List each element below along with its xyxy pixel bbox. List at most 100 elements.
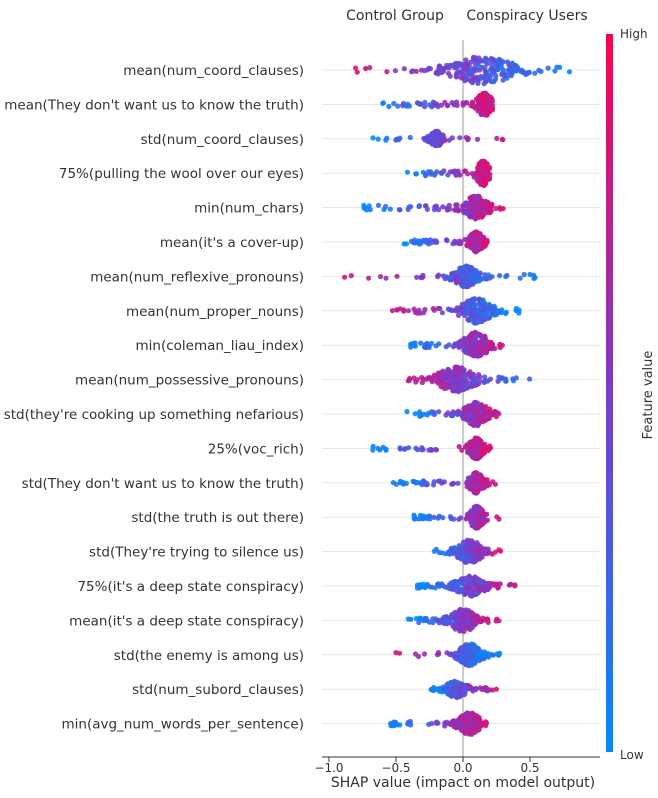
shap-point <box>453 202 459 208</box>
shap-point <box>447 585 453 592</box>
x-axis-ticks: −1.0 −0.5 0.0 0.5 <box>314 757 540 775</box>
shap-point <box>484 238 490 244</box>
shap-point <box>499 136 505 142</box>
shap-point <box>468 577 474 583</box>
shap-point <box>481 102 487 108</box>
shap-point <box>468 729 474 735</box>
shap-point <box>412 411 418 417</box>
shap-point <box>473 229 479 235</box>
shap-point <box>468 372 475 378</box>
shap-point <box>467 420 473 426</box>
shap-point <box>481 111 488 117</box>
shap-point <box>438 102 445 108</box>
shap-point <box>468 452 474 458</box>
shap-point <box>457 609 463 615</box>
shap-point <box>476 412 483 418</box>
shap-point <box>473 644 479 650</box>
shap-point <box>436 549 442 556</box>
shap-point <box>483 72 489 78</box>
shap-point <box>466 614 472 620</box>
shap-point <box>526 69 532 75</box>
shap-point <box>440 515 446 521</box>
shap-point <box>481 182 487 188</box>
shap-point <box>481 209 487 215</box>
shap-point <box>467 661 473 667</box>
shap-point <box>458 714 464 720</box>
shap-point <box>456 444 462 450</box>
shap-point <box>429 687 435 693</box>
shap-point <box>468 282 474 288</box>
shap-point <box>450 687 456 693</box>
shap-point <box>483 58 489 64</box>
shap-point <box>422 203 429 209</box>
shap-point <box>492 481 498 487</box>
shap-point <box>439 384 445 390</box>
shap-point <box>445 102 451 109</box>
shap-point <box>465 620 471 626</box>
shap-point <box>455 170 461 176</box>
shap-point <box>454 65 460 71</box>
shap-point <box>467 300 473 306</box>
shap-point <box>457 279 464 285</box>
shap-point <box>440 368 446 374</box>
shap-point <box>406 445 412 451</box>
shap-point <box>429 410 435 416</box>
shap-point <box>453 71 459 77</box>
shap-point <box>485 550 491 556</box>
shap-point <box>454 694 460 700</box>
shap-point <box>468 275 474 281</box>
shap-point <box>448 275 454 281</box>
shap-point <box>404 409 410 415</box>
shap-point <box>467 205 473 211</box>
shap-point <box>500 67 506 73</box>
shap-point <box>468 412 474 418</box>
shap-point <box>496 618 502 624</box>
shap-point <box>430 616 436 622</box>
shap-point <box>453 99 460 105</box>
shap-point <box>483 79 489 85</box>
beeswarm-points <box>342 54 573 737</box>
shap-point <box>461 168 467 174</box>
shap-point <box>474 719 480 725</box>
shap-point <box>489 61 495 67</box>
shap-point <box>436 65 443 71</box>
shap-point <box>435 272 442 278</box>
shap-point <box>444 205 450 211</box>
shap-point <box>493 312 499 318</box>
shap-point <box>395 103 401 109</box>
shap-point <box>401 307 407 313</box>
shap-point <box>476 347 482 353</box>
shap-point <box>473 278 479 284</box>
shap-point <box>361 202 367 208</box>
shap-point <box>480 95 486 101</box>
shap-point <box>467 71 473 78</box>
shap-point <box>465 344 471 350</box>
shap-point <box>473 339 479 345</box>
shap-point <box>406 377 412 383</box>
shap-point <box>483 616 489 622</box>
shap-point <box>416 480 422 486</box>
shap-point <box>478 73 484 80</box>
shap-point <box>478 649 484 655</box>
shap-point <box>383 203 389 210</box>
shap-point <box>449 370 455 376</box>
shap-point <box>438 170 444 176</box>
colorbar <box>606 34 613 752</box>
shap-point <box>480 297 486 304</box>
shap-point <box>464 650 470 656</box>
shap-point <box>401 66 407 72</box>
shap-point <box>497 205 503 211</box>
shap-point <box>532 275 538 281</box>
shap-point <box>487 376 494 382</box>
shap-point <box>496 516 502 522</box>
shap-point <box>463 583 469 589</box>
shap-point <box>457 135 463 141</box>
feature-label: mean(it's a deep state conspiracy) <box>69 613 304 629</box>
shap-point <box>463 73 469 79</box>
shap-point <box>515 64 521 70</box>
shap-point <box>478 656 484 663</box>
shap-point <box>392 68 398 74</box>
shap-point <box>454 724 460 730</box>
shap-point <box>455 480 461 486</box>
shap-point <box>482 166 489 172</box>
